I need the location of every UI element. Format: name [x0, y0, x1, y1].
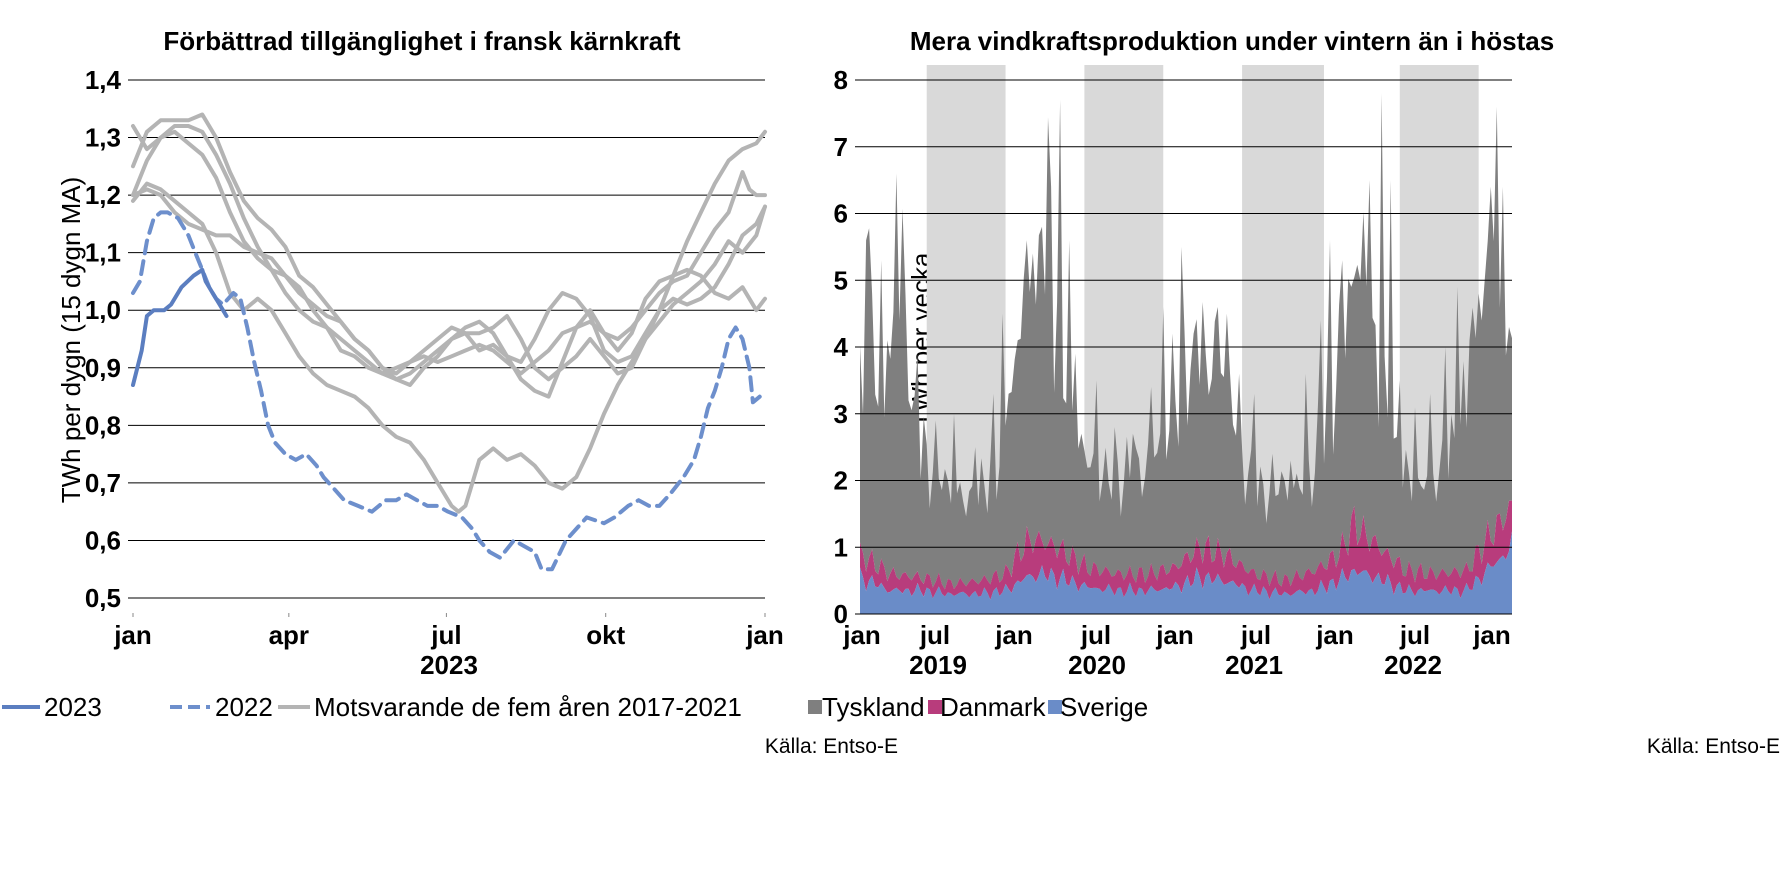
left-x-tick-labels: jan apr jul okt jan: [113, 613, 784, 650]
legend-label-danmark: Danmark: [940, 692, 1046, 722]
left-x-tick-label: jul: [430, 620, 461, 650]
right-year-label: 2022: [1384, 650, 1442, 680]
right-x-tick-label: jan: [994, 620, 1033, 650]
series-line-historical: [131, 187, 767, 376]
left-year-label: 2023: [420, 650, 478, 680]
legend-label-2023: 2023: [44, 692, 102, 722]
left-x-tick-label: okt: [586, 620, 625, 650]
legend-swatch-sverige: [1048, 700, 1062, 714]
left-legend: 2023 2022 Motsvarande de fem åren 2017-2…: [2, 692, 742, 722]
left-source: Källa: Entso-E: [765, 735, 898, 758]
right-year-labels: 2019 2020 2021 2022: [909, 650, 1442, 680]
right-year-label: 2020: [1068, 650, 1126, 680]
right-x-tick-label: jul: [1240, 620, 1271, 650]
left-y-tick-label: 1,3: [85, 123, 121, 153]
left-y-tick-label: 0,5: [85, 583, 121, 613]
right-stacked-areas: [860, 93, 1512, 614]
left-y-tick-label: 1,2: [85, 180, 121, 210]
legend-swatch-danmark: [928, 700, 942, 714]
nuclear-chart: Förbättrad tillgänglighet i fransk kärnk…: [2, 26, 898, 758]
right-year-label: 2019: [909, 650, 967, 680]
left-y-tick-label: 0,9: [85, 353, 121, 383]
right-y-tick-label: 3: [834, 399, 848, 429]
right-x-tick-label: jul: [1399, 620, 1430, 650]
area-danmark: [860, 500, 1512, 600]
series-line-2023: [131, 267, 229, 387]
wind-chart: Mera vindkraftsproduktion under vintern …: [808, 26, 1780, 758]
area-sverige: [860, 531, 1512, 614]
right-y-tick-label: 2: [834, 466, 848, 496]
right-gridlines: [855, 79, 1512, 615]
right-y-tick-label: 1: [834, 532, 848, 562]
right-year-label: 2021: [1225, 650, 1283, 680]
left-x-tick-label: jan: [113, 620, 152, 650]
left-gridlines: [128, 79, 765, 599]
left-y-tick-label: 1,0: [85, 295, 121, 325]
legend-label-sverige: Sverige: [1060, 692, 1148, 722]
series-line-2022: [131, 210, 767, 572]
series-line-historical: [131, 124, 767, 376]
right-x-tick-label: jul: [1080, 620, 1111, 650]
left-y-tick-label: 1,1: [85, 238, 121, 268]
legend-swatch-tyskland: [808, 700, 822, 714]
left-y-tick-label: 0,8: [85, 410, 121, 440]
left-y-tick-label: 0,7: [85, 468, 121, 498]
left-chart-panel: Förbättrad tillgänglighet i fransk kärnk…: [2, 26, 898, 758]
left-y-tick-label: 1,4: [85, 65, 122, 95]
left-y-tick-label: 0,6: [85, 525, 121, 555]
right-legend: Tyskland Danmark Sverige: [808, 692, 1148, 722]
right-x-tick-label: jan: [1472, 620, 1511, 650]
right-y-tick-label: 8: [834, 65, 848, 95]
right-chart-panel: Mera vindkraftsproduktion under vintern …: [808, 0, 1782, 882]
legend-label-tyskland: Tyskland: [822, 692, 925, 722]
legend-label-2022: 2022: [215, 692, 273, 722]
right-x-tick-label: jul: [919, 620, 950, 650]
left-y-tick-labels: 0,5 0,6 0,7 0,8 0,9 1,0 1,1 1,2 1,3 1,4: [85, 65, 122, 613]
right-y-tick-label: 5: [834, 265, 848, 295]
left-chart-title: Förbättrad tillgänglighet i fransk kärnk…: [163, 26, 681, 56]
right-y-tick-label: 7: [834, 132, 848, 162]
right-chart-title: Mera vindkraftsproduktion under vintern …: [910, 26, 1554, 56]
right-x-tick-label: jan: [842, 620, 881, 650]
right-y-tick-label: 4: [834, 332, 849, 362]
right-x-tick-labels: jan jul jan jul jan jul jan jul jan: [842, 620, 1511, 650]
area-tyskland: [860, 93, 1512, 590]
left-y-axis-label: TWh per dygn (15 dygn MA): [56, 177, 86, 504]
right-y-tick-label: 0: [834, 599, 848, 629]
left-x-tick-label: jan: [745, 620, 784, 650]
right-x-tick-label: jan: [1155, 620, 1194, 650]
right-y-tick-label: 6: [834, 199, 848, 229]
right-y-tick-labels: 0 1 2 3 4 5 6 7 8: [834, 65, 849, 629]
series-line-historical: [131, 181, 767, 514]
right-source: Källa: Entso-E: [1647, 735, 1780, 758]
left-series-lines: [131, 112, 767, 572]
legend-label-hist: Motsvarande de fem åren 2017-2021: [314, 692, 742, 722]
series-line-historical: [131, 124, 767, 387]
right-x-tick-label: jan: [1315, 620, 1354, 650]
series-line-historical: [131, 112, 767, 399]
left-x-tick-label: apr: [269, 620, 309, 650]
